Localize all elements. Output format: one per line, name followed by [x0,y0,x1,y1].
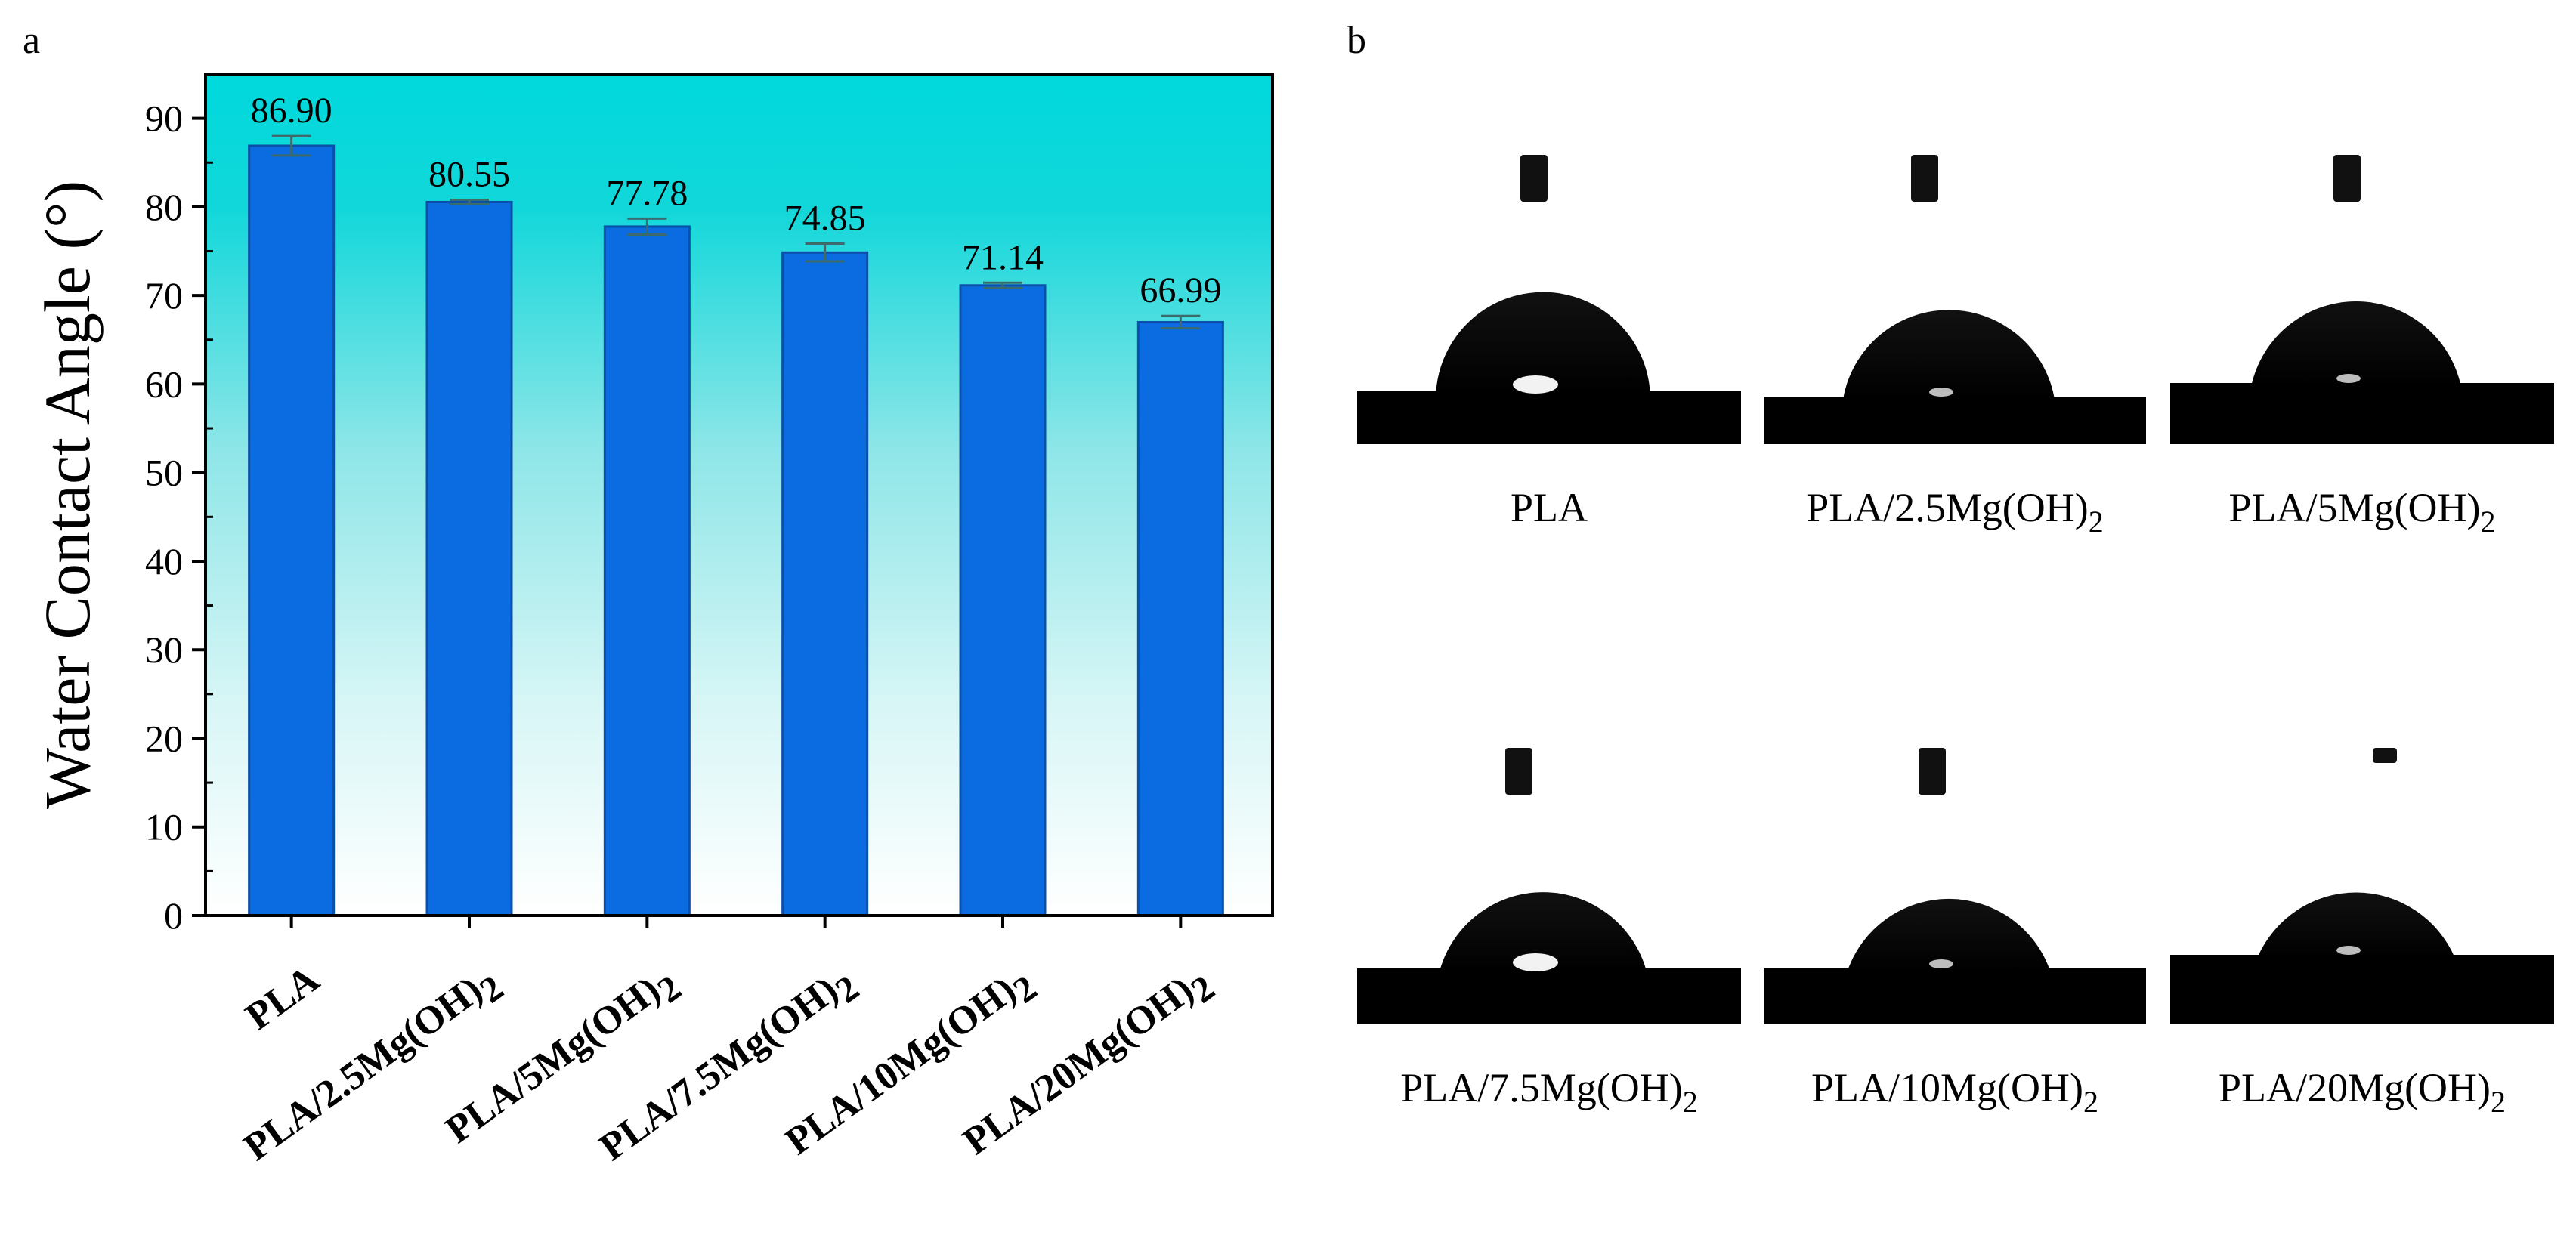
droplet [1842,310,2055,400]
contact-angle-bar-chart: 0 10 20 30 40 50 60 70 80 90 86.90 80.55 77.78 74.85… [31,73,1274,1169]
droplet [1436,292,1650,394]
bar-value-label: 66.99 [1140,270,1221,310]
y-tick-label: 50 [145,452,183,494]
needle [1919,748,1946,795]
droplet-image: PLA/2.5Mg(OH)2 [1764,155,2146,539]
panel-b-label: b [1347,19,1366,62]
x-axis-tick-labels: PLAPLA/2.5Mg(OH)2PLA/5Mg(OH)2PLA/7.5Mg(O… [237,916,1222,1169]
bars: 86.90 80.55 77.78 74.85 71.14 66.99 [248,91,1224,917]
droplet-image: PLA/20Mg(OH)2 [2170,748,2554,1119]
bar [1136,320,1224,917]
droplet-reflection [1513,953,1558,971]
bar-value-label: 80.55 [428,155,510,195]
y-tick-label: 80 [145,186,183,228]
droplet-image: PLA/10Mg(OH)2 [1764,748,2146,1119]
bar-value-label: 77.78 [606,173,688,213]
bar [425,200,513,917]
x-tick-label: PLA [238,957,327,1039]
droplet-caption: PLA/10Mg(OH)2 [1811,1065,2098,1119]
droplet-reflection [2336,374,2361,383]
droplet-image: PLA/7.5Mg(OH)2 [1357,748,1741,1119]
y-tick-label: 40 [145,540,183,582]
droplet-reflection [1513,375,1558,394]
bar-value-label: 74.85 [784,199,866,239]
plot-frame [204,73,1274,917]
droplet [2251,301,2461,386]
substrate [1357,968,1741,1024]
droplet-caption: PLA/7.5Mg(OH)2 [1400,1065,1698,1119]
droplet-image: PLA [1357,155,1741,530]
panel-a-label: a [23,19,40,62]
y-tick-label: 10 [145,806,183,848]
needle [2373,748,2397,763]
y-tick-label: 70 [145,274,183,317]
y-axis-label: Water Contact Angle (°) [31,181,104,809]
bar [781,251,869,917]
droplet-reflection [2336,946,2361,955]
bar [248,144,336,917]
droplet-reflection [1929,959,1953,968]
needle [1505,748,1532,795]
y-tick-label: 90 [145,97,183,140]
droplet-image-grid: PLA PLA/2.5Mg(OH)2 PLA/5Mg(OH)2 PLA/7.5Mg(O… [1357,155,2554,1119]
y-tick-label: 30 [145,628,183,671]
droplet-reflection [1929,388,1953,397]
droplet [1847,898,2051,971]
droplet-caption: PLA/5Mg(OH)2 [2229,485,2496,539]
y-tick-label: 0 [164,894,183,937]
y-axis-ticks: 0 10 20 30 40 50 60 70 80 90 [145,73,213,937]
bar [603,225,691,917]
y-tick-label: 20 [145,717,183,759]
bar-value-label: 71.14 [962,237,1044,277]
droplet [2257,892,2455,958]
substrate [2170,383,2554,444]
bar-value-label: 86.90 [251,91,332,131]
droplet-caption: PLA/20Mg(OH)2 [2219,1065,2506,1119]
substrate [1357,391,1741,444]
y-tick-label: 60 [145,363,183,405]
droplet [1439,892,1647,971]
substrate [1764,397,2146,444]
plot-background [206,74,1273,916]
needle [1911,155,1938,202]
needle [2333,155,2361,202]
bar [959,284,1047,917]
substrate [2170,955,2554,1024]
droplet-image: PLA/5Mg(OH)2 [2170,155,2554,539]
droplet-caption: PLA [1511,485,1588,530]
droplet-caption: PLA/2.5Mg(OH)2 [1806,485,2104,539]
needle [1520,155,1548,202]
substrate [1764,968,2146,1024]
